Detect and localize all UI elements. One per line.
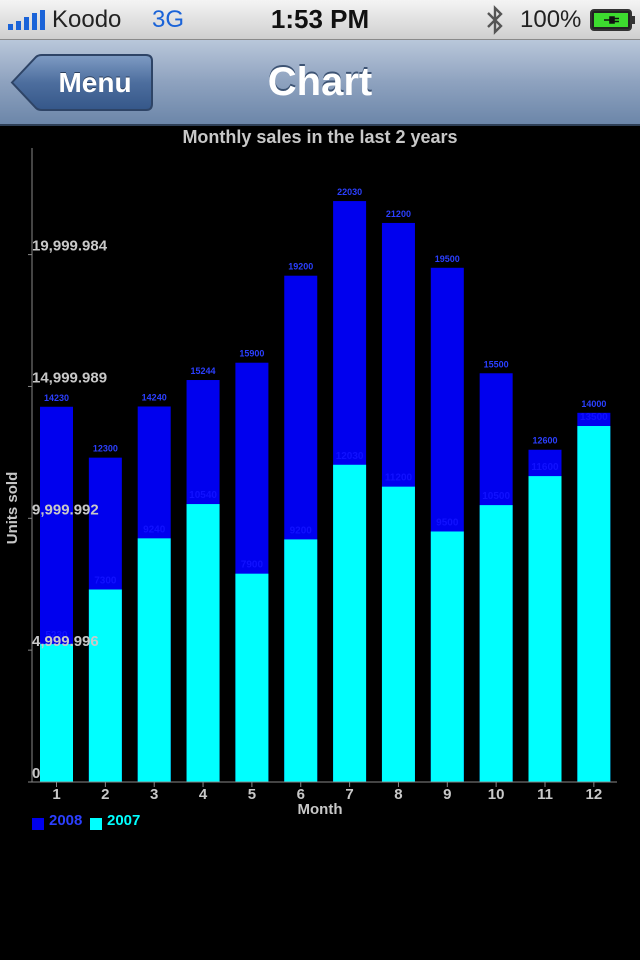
data-label-2007-month-9: 9500 bbox=[436, 517, 459, 528]
legend-swatch-2007 bbox=[90, 818, 102, 830]
back-button-shape bbox=[10, 54, 153, 111]
bar-2007-month-11 bbox=[528, 476, 562, 782]
x-tick-label: 9 bbox=[443, 786, 451, 803]
data-label-2008-month-4: 15244 bbox=[191, 366, 216, 376]
data-label-2008-month-7: 22030 bbox=[337, 187, 362, 197]
data-label-2007-month-7: 12030 bbox=[336, 451, 364, 462]
back-button-label: Menu bbox=[58, 67, 132, 98]
x-tick-label: 12 bbox=[586, 786, 603, 803]
data-label-2007-month-1: 5230 bbox=[45, 630, 68, 641]
chart-title: Monthly sales in the last 2 years bbox=[182, 127, 457, 147]
bluetooth-icon bbox=[487, 5, 503, 35]
data-label-2008-month-10: 15500 bbox=[484, 359, 509, 369]
data-label-2007-month-2: 7300 bbox=[94, 575, 117, 586]
x-tick-label: 10 bbox=[488, 786, 505, 803]
bar-2007-month-3 bbox=[137, 538, 171, 782]
x-tick-label: 11 bbox=[537, 786, 553, 803]
data-label-2008-month-3: 14240 bbox=[142, 392, 167, 402]
data-label-2008-month-12: 14000 bbox=[581, 399, 606, 409]
battery-percentage: 100% bbox=[520, 6, 582, 33]
series-2008-bars bbox=[40, 201, 611, 782]
series-2008-data-labels: 14230 12300 14240 15244 15900 19200 22030 21200… bbox=[44, 187, 606, 454]
legend: 2008 2007 bbox=[32, 812, 140, 830]
chart: Monthly sales in the last 2 years Units … bbox=[4, 127, 617, 830]
x-axis-ticks: 1 2 3 4 5 6 7 8 9 10 11 12 bbox=[52, 782, 602, 803]
data-label-2007-month-12: 13500 bbox=[580, 412, 608, 423]
chart-area: Monthly sales in the last 2 years Units … bbox=[0, 126, 640, 960]
data-label-2008-month-1: 14230 bbox=[44, 393, 69, 403]
y-tick-label: 14,999.989 bbox=[32, 369, 107, 386]
data-label-2007-month-11: 11600 bbox=[531, 462, 559, 473]
signal-strength-icon bbox=[8, 10, 45, 30]
data-label-2007-month-8: 11200 bbox=[385, 473, 413, 484]
bar-2007-month-4 bbox=[186, 504, 220, 782]
bar-2007-month-5 bbox=[235, 573, 269, 782]
bar-2007-month-9 bbox=[430, 531, 464, 782]
bar-2007-month-7 bbox=[333, 464, 367, 782]
x-tick-label: 4 bbox=[199, 786, 208, 803]
y-tick-label: 0 bbox=[32, 765, 40, 782]
status-bar: Koodo 3G 1:53 PM 100% bbox=[0, 0, 640, 40]
data-label-2007-month-5: 7900 bbox=[241, 560, 264, 571]
x-tick-label: 3 bbox=[150, 786, 158, 803]
data-label-2008-month-8: 21200 bbox=[386, 209, 411, 219]
legend-label-2007: 2007 bbox=[107, 812, 140, 829]
bar-2007-month-10 bbox=[479, 505, 513, 782]
x-tick-label: 5 bbox=[248, 786, 256, 803]
bar-2007-month-2 bbox=[88, 589, 122, 782]
series-2007-data-labels: 5230 7300 9240 10540 7900 9200 12030 11200 9500 1… bbox=[45, 412, 608, 641]
data-label-2008-month-9: 19500 bbox=[435, 254, 460, 264]
data-label-2008-month-2: 12300 bbox=[93, 444, 118, 454]
data-label-2007-month-4: 10540 bbox=[189, 490, 217, 501]
x-tick-label: 6 bbox=[297, 786, 305, 803]
navigation-bar: Menu Chart bbox=[0, 40, 640, 126]
legend-label-2008: 2008 bbox=[49, 812, 82, 829]
bar-2007-month-8 bbox=[381, 486, 415, 782]
data-label-2007-month-10: 10500 bbox=[482, 491, 510, 502]
data-label-2008-month-11: 12600 bbox=[532, 436, 557, 446]
y-tick-label: 19,999.984 bbox=[32, 238, 108, 255]
x-tick-label: 7 bbox=[345, 786, 353, 803]
network-type: 3G bbox=[152, 6, 185, 33]
x-tick-label: 2 bbox=[101, 786, 109, 803]
data-label-2007-month-3: 9240 bbox=[143, 524, 166, 535]
x-axis-label: Month bbox=[298, 801, 343, 818]
y-axis-ticks: 0 4,999.996 9,999.992 14,999.989 19,999.984 bbox=[28, 238, 108, 783]
bar-2007-month-1 bbox=[40, 644, 73, 782]
y-tick-label: 9,999.992 bbox=[32, 501, 99, 518]
y-tick-label: 4,999.996 bbox=[32, 633, 99, 650]
carrier-name: Koodo bbox=[52, 6, 122, 33]
x-tick-label: 8 bbox=[394, 786, 402, 803]
back-button[interactable]: Menu bbox=[10, 54, 153, 111]
series-2007-bars bbox=[40, 426, 611, 782]
battery-charging-icon bbox=[590, 9, 635, 31]
data-label-2008-month-5: 15900 bbox=[239, 349, 264, 359]
x-tick-label: 1 bbox=[52, 786, 60, 803]
legend-swatch-2008 bbox=[32, 818, 44, 830]
data-label-2007-month-6: 9200 bbox=[290, 525, 313, 536]
bar-2007-month-12 bbox=[577, 426, 611, 782]
data-label-2008-month-6: 19200 bbox=[288, 262, 313, 272]
y-axis-label: Units sold bbox=[4, 472, 21, 545]
bar-2007-month-6 bbox=[284, 539, 318, 782]
